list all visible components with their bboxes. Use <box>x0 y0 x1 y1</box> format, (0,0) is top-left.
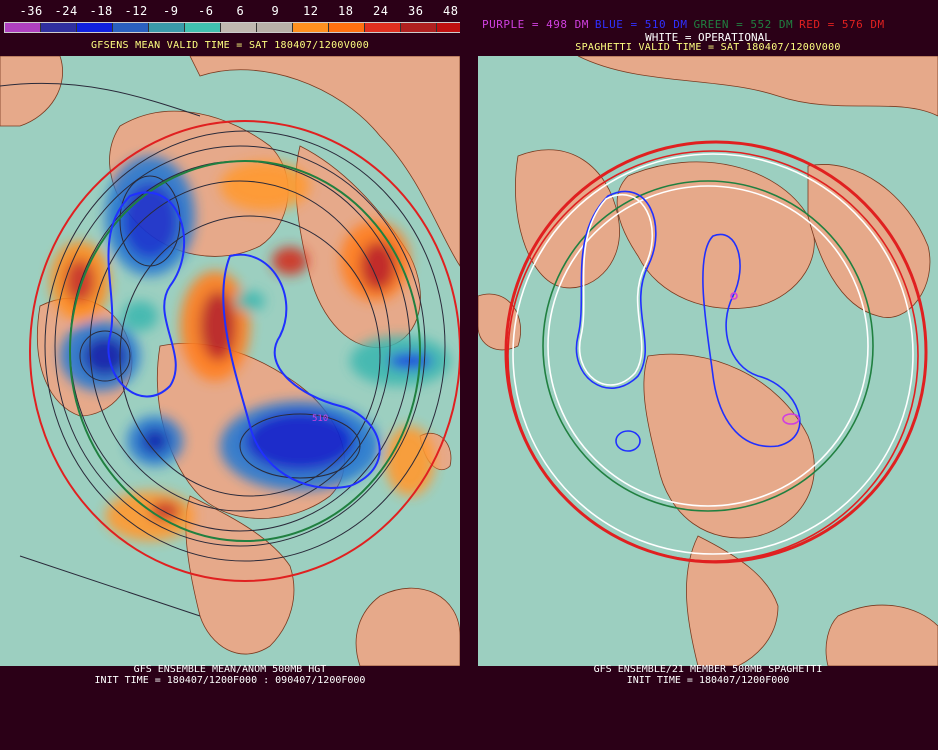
mean-valid-time-title: GFSENS MEAN VALID TIME = SAT 180407/1200… <box>90 40 370 51</box>
colorbar-label: 6 <box>236 4 245 18</box>
anomaly-colorbar <box>4 22 510 33</box>
colorbar-swatch <box>77 23 113 32</box>
colorbar-swatch <box>365 23 401 32</box>
key-contours <box>29 120 460 582</box>
spaghetti-footer-line2: INIT TIME = 180407/1200F000 <box>626 675 790 686</box>
spaghetti-panel: PURPLE = 498 DM BLUE = 510 DM GREEN = 552 … <box>478 0 938 750</box>
spaghetti-valid-time-title: SPAGHETTI VALID TIME = SAT 180407/1200V0… <box>575 42 841 53</box>
legend-entry: GREEN = 552 DM <box>693 18 794 31</box>
spaghetti-map <box>478 56 938 666</box>
colorbar-label: -36 <box>19 4 43 18</box>
colorbar-label: 48 <box>443 4 459 18</box>
legend-entry: BLUE = 510 DM <box>594 18 688 31</box>
colorbar-swatch <box>149 23 185 32</box>
anomaly-shading <box>50 156 450 541</box>
mean-footer-line2: INIT TIME = 180407/1200F000 : 090407/120… <box>94 675 366 686</box>
colorbar-swatch <box>5 23 41 32</box>
panel-divider <box>460 0 478 750</box>
colorbar-swatch <box>221 23 257 32</box>
colorbar-label: -12 <box>124 4 148 18</box>
colorbar-swatch <box>41 23 77 32</box>
spaghetti-legend: PURPLE = 498 DM BLUE = 510 DM GREEN = 552 … <box>482 18 891 31</box>
colorbar-label: 36 <box>408 4 424 18</box>
spaghetti-contours <box>504 140 928 564</box>
colorbar-label: 12 <box>303 4 319 18</box>
colorbar-swatch <box>329 23 365 32</box>
legend-entry: PURPLE = 498 DM <box>482 18 589 31</box>
colorbar-label: -18 <box>89 4 113 18</box>
colorbar-labels: -36 -24 -18 -12 -9 -6 6 9 12 18 24 36 48 <box>4 4 460 20</box>
legend-entry: RED = 576 DM <box>799 18 885 31</box>
ensemble-mean-panel: -36 -24 -18 -12 -9 -6 6 9 12 18 24 36 48 GFSENS MEAN… <box>0 0 510 750</box>
mean-footer-line1: GFS ENSEMBLE MEAN/ANOM 500MB HGT <box>133 664 327 675</box>
spaghetti-footer-line1: GFS ENSEMBLE/21 MEMBER 500MB SPAGHETTI <box>593 664 823 675</box>
contour-label: 510 <box>312 414 328 424</box>
colorbar-swatch <box>185 23 221 32</box>
operational-label: WHITE = OPERATIONAL <box>645 31 771 44</box>
colorbar-swatch <box>401 23 437 32</box>
colorbar-swatch <box>113 23 149 32</box>
ensemble-mean-map: 510 <box>0 56 460 666</box>
colorbar-label: -24 <box>54 4 78 18</box>
colorbar-label: 24 <box>373 4 389 18</box>
colorbar-label: -6 <box>198 4 214 18</box>
colorbar-swatch <box>257 23 293 32</box>
colorbar-label: 18 <box>338 4 354 18</box>
colorbar-label: 9 <box>271 4 280 18</box>
colorbar-label: -9 <box>163 4 179 18</box>
colorbar-swatch <box>293 23 329 32</box>
